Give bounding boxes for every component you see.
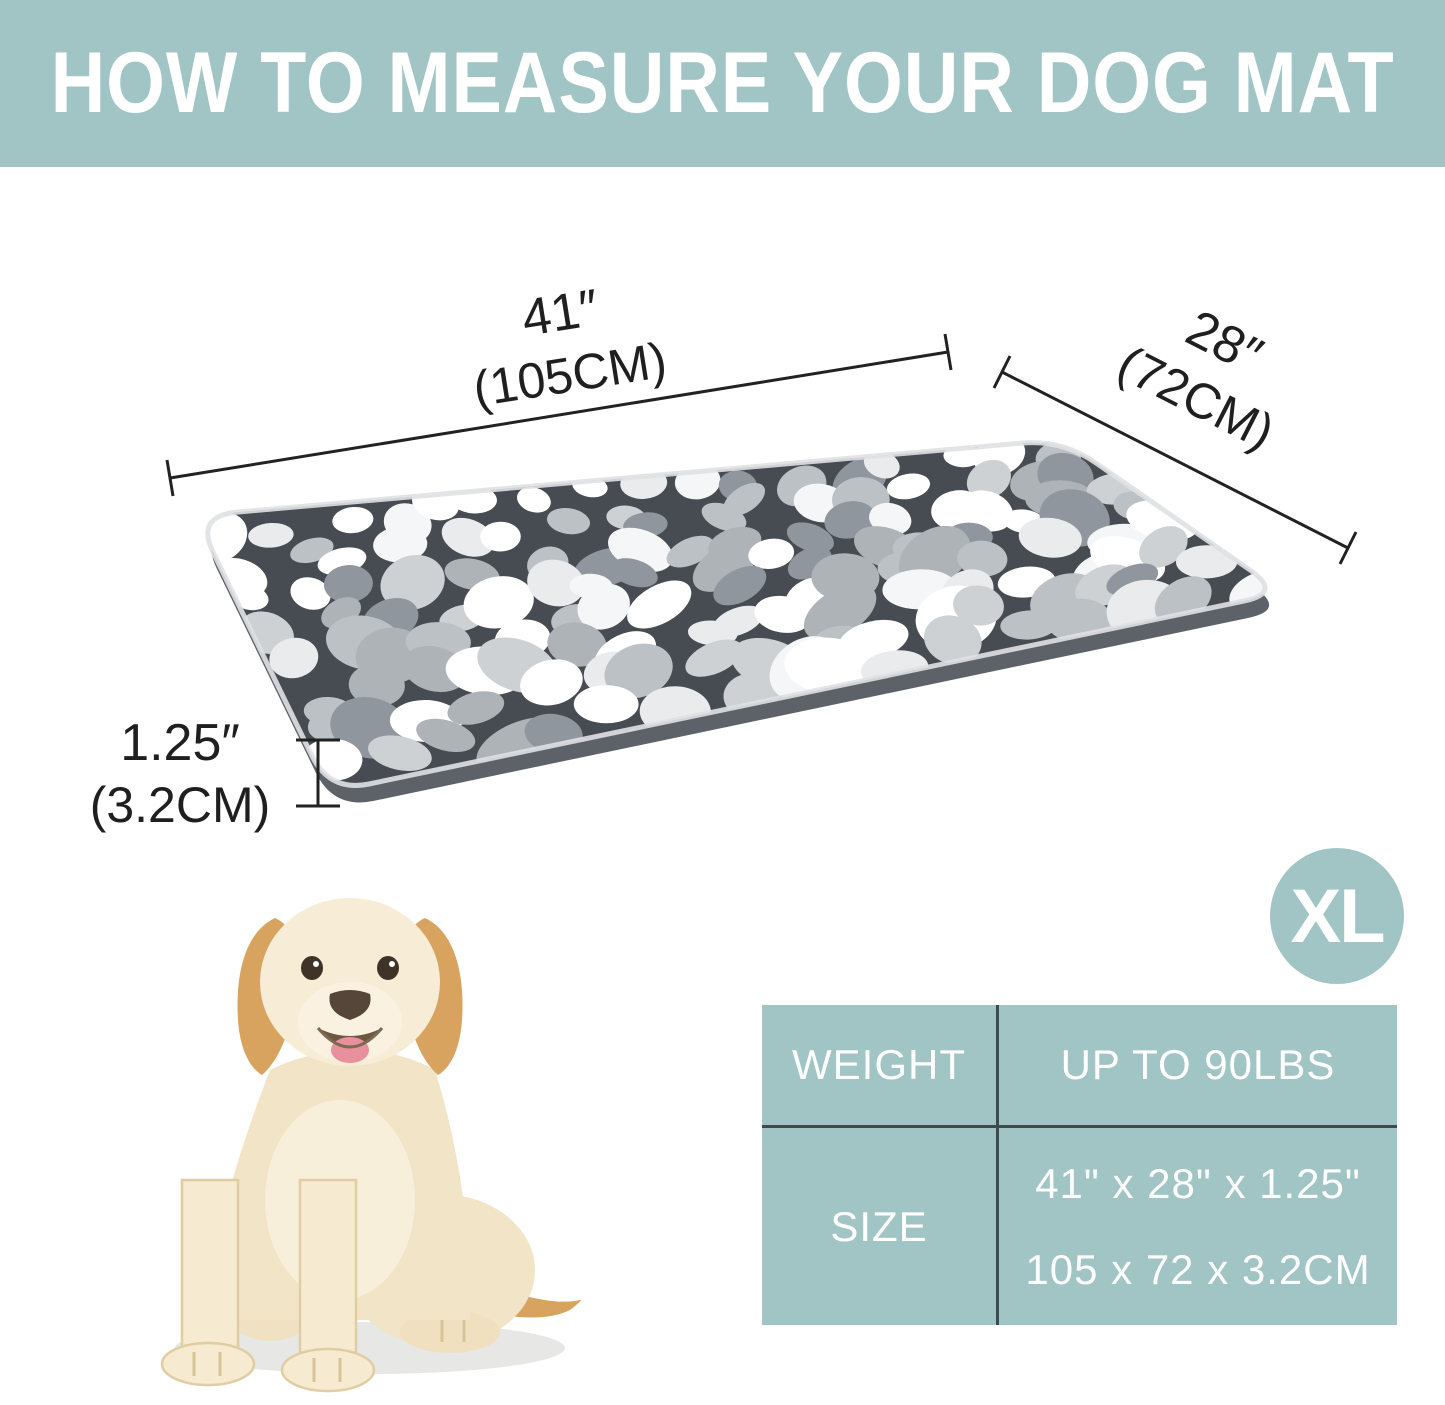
thickness-metric: (3.2CM) — [89, 777, 271, 834]
dog-mat-image — [205, 440, 1270, 803]
size-badge: XL — [1270, 848, 1404, 984]
weight-value: UP TO 90LBS — [1060, 1041, 1336, 1088]
width-dimension-line — [992, 355, 1358, 565]
size-value-cell: 41" x 28" x 1.25" 105 x 72 x 3.2CM — [999, 1128, 1397, 1325]
pebble-pattern — [207, 442, 1266, 781]
size-value-metric: 105 x 72 x 3.2CM — [1025, 1245, 1371, 1293]
page-title: HOW TO MEASURE YOUR DOG MAT — [50, 35, 1395, 131]
weight-label: WEIGHT — [792, 1041, 966, 1088]
labrador-photo — [160, 898, 581, 1393]
header-banner: HOW TO MEASURE YOUR DOG MAT — [0, 0, 1445, 167]
thickness-inches: 1.25″ — [120, 714, 240, 772]
thickness-dimension-line — [296, 738, 340, 808]
length-dimension-line — [165, 333, 953, 497]
weight-label-cell: WEIGHT — [762, 1005, 999, 1128]
size-label-cell: SIZE — [762, 1128, 999, 1325]
size-value-inches: 41" x 28" x 1.25" — [1035, 1159, 1361, 1207]
size-badge-label: XL — [1290, 873, 1385, 959]
thickness-dimension-label: 1.25″ (3.2CM) — [55, 712, 305, 836]
weight-value-cell: UP TO 90LBS — [999, 1005, 1397, 1128]
spec-table: WEIGHT UP TO 90LBS SIZE 41" x 28" x 1.25… — [762, 1005, 1397, 1325]
dimension-lines — [165, 333, 1358, 808]
size-label: SIZE — [830, 1202, 928, 1250]
